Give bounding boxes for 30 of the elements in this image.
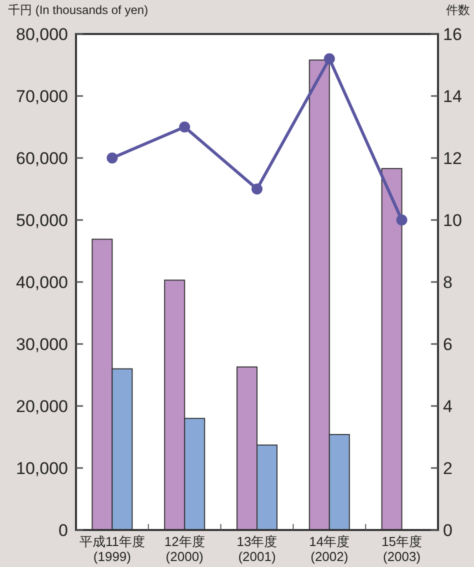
y2-tick-label: 8 (443, 273, 452, 292)
point (179, 122, 190, 132)
y-tick-label: 20,000 (16, 397, 68, 416)
y-tick-label: 80,000 (16, 25, 68, 44)
y2-tick-label: 0 (443, 521, 452, 540)
y-tick-label: 60,000 (16, 149, 68, 168)
y2-tick-label: 6 (443, 335, 452, 354)
y-tick-label: 50,000 (16, 211, 68, 230)
y-tick-label: 10,000 (16, 459, 68, 478)
x-tick-label: 15年度 (2003) (382, 534, 422, 564)
y-axis-title: 千円 (In thousands of yen) (8, 3, 148, 17)
point (324, 53, 335, 64)
y2-tick-label: 14 (443, 87, 462, 106)
y2-axis-title: 件数 (446, 3, 470, 17)
y2-tick-label: 2 (443, 459, 452, 478)
point (396, 214, 408, 226)
y2-tick-label: 4 (443, 397, 452, 416)
y-tick-label: 0 (58, 521, 68, 540)
y-tick-label: 30,000 (16, 335, 68, 354)
y-tick-label: 40,000 (16, 273, 68, 292)
y-tick-label: 70,000 (16, 87, 68, 106)
y2-tick-label: 16 (443, 25, 462, 44)
point (252, 184, 262, 194)
y2-tick-label: 12 (443, 149, 462, 168)
y2-tick-label: 10 (443, 211, 462, 230)
point (106, 152, 118, 164)
x-tick-label: 13年度 (2001) (236, 534, 278, 564)
x-tick-label: 14年度 (2002) (309, 534, 350, 564)
x-tick-label: 平成11年度 (1999) (79, 534, 145, 564)
x-tick-label: 12年度 (2000) (164, 534, 205, 564)
